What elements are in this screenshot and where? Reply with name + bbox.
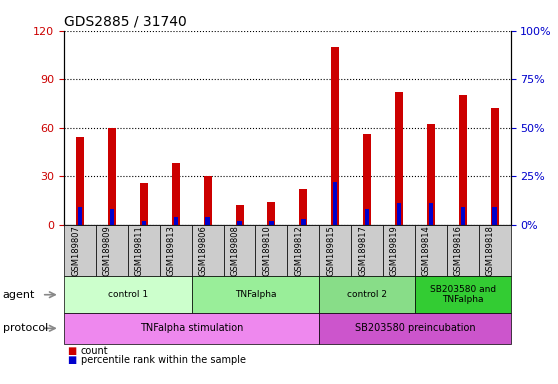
Text: GSM189819: GSM189819	[390, 225, 399, 276]
Bar	[140, 183, 148, 225]
Bar	[331, 47, 339, 225]
Text: GDS2885 / 31740: GDS2885 / 31740	[64, 14, 187, 28]
Bar	[427, 124, 435, 225]
Bar	[363, 134, 371, 225]
Bar	[267, 202, 276, 225]
Text: GSM189816: GSM189816	[454, 225, 463, 276]
Text: control 2: control 2	[347, 290, 387, 299]
Bar	[235, 205, 243, 225]
Bar	[110, 209, 114, 225]
Bar	[108, 127, 116, 225]
Bar	[237, 221, 242, 225]
Bar	[460, 207, 465, 225]
Text: agent: agent	[3, 290, 35, 300]
Text: GSM189806: GSM189806	[199, 225, 208, 276]
Text: GSM189808: GSM189808	[230, 225, 239, 276]
Text: protocol: protocol	[3, 323, 48, 333]
Text: GSM189817: GSM189817	[358, 225, 367, 276]
Bar	[395, 92, 403, 225]
Bar	[299, 189, 307, 225]
Bar	[174, 217, 178, 225]
Bar	[333, 182, 338, 225]
Text: GSM189809: GSM189809	[103, 225, 112, 276]
Text: GSM189818: GSM189818	[485, 225, 494, 276]
Bar	[78, 207, 83, 225]
Bar	[269, 221, 273, 225]
Text: GSM189810: GSM189810	[262, 225, 271, 276]
Bar	[397, 203, 401, 225]
Bar	[490, 108, 499, 225]
Text: SB203580 and
TNFalpha: SB203580 and TNFalpha	[430, 285, 496, 305]
Text: SB203580 preincubation: SB203580 preincubation	[354, 323, 475, 333]
Text: GSM189807: GSM189807	[71, 225, 80, 276]
Bar	[76, 137, 84, 225]
Bar	[205, 217, 210, 225]
Text: percentile rank within the sample: percentile rank within the sample	[81, 355, 246, 365]
Text: GSM189814: GSM189814	[422, 225, 431, 276]
Bar	[172, 163, 180, 225]
Text: GSM189812: GSM189812	[294, 225, 304, 276]
Bar	[459, 95, 466, 225]
Text: TNFalpha stimulation: TNFalpha stimulation	[140, 323, 243, 333]
Text: control 1: control 1	[108, 290, 148, 299]
Bar	[301, 219, 306, 225]
Bar	[365, 209, 369, 225]
Bar	[204, 176, 211, 225]
Bar	[429, 203, 433, 225]
Bar	[492, 207, 497, 225]
Text: GSM189811: GSM189811	[135, 225, 144, 276]
Text: ■: ■	[67, 346, 76, 356]
Text: GSM189813: GSM189813	[167, 225, 176, 276]
Text: ■: ■	[67, 355, 76, 365]
Text: GSM189815: GSM189815	[326, 225, 335, 276]
Bar	[142, 221, 146, 225]
Text: count: count	[81, 346, 109, 356]
Text: TNFalpha: TNFalpha	[235, 290, 276, 299]
